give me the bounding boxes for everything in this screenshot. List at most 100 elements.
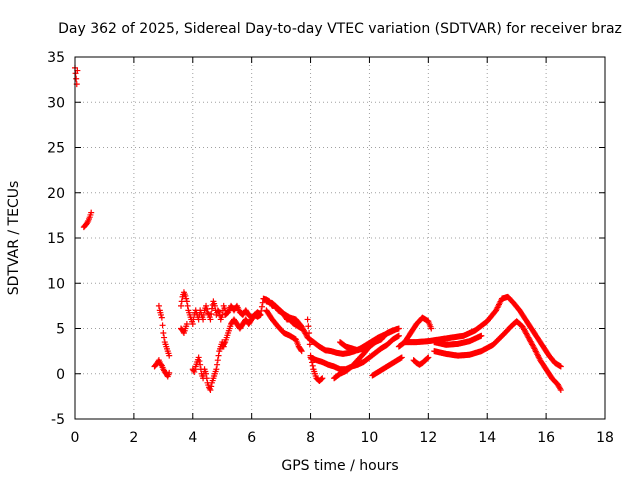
series-arc-m [337, 327, 396, 354]
data-point [208, 383, 215, 390]
data-point [425, 354, 432, 361]
y-tick-label: -5 [51, 412, 65, 428]
y-tick-label: 15 [47, 231, 65, 247]
data-point [184, 302, 191, 309]
data-point [213, 366, 220, 373]
data-points [72, 64, 564, 394]
data-point [182, 292, 189, 299]
data-point [557, 385, 564, 392]
data-point [256, 311, 263, 318]
data-point [309, 362, 316, 369]
data-point [183, 295, 190, 302]
y-tick-label: 35 [47, 50, 65, 66]
x-tick-label: 8 [306, 430, 315, 446]
data-point [161, 334, 168, 341]
x-tick-label: 2 [129, 430, 138, 446]
data-point [84, 219, 91, 226]
data-point [73, 75, 80, 82]
data-point [215, 352, 222, 359]
data-point [424, 355, 431, 362]
y-tick-label: 5 [56, 322, 65, 338]
data-point [191, 366, 198, 373]
y-tick-label: 25 [47, 141, 65, 157]
data-point [319, 375, 326, 382]
data-point [155, 302, 162, 309]
data-point [214, 361, 221, 368]
series-arc-p [410, 354, 432, 368]
data-point [207, 316, 214, 323]
data-point [214, 357, 221, 364]
data-point [259, 299, 266, 306]
x-tick-label: 10 [361, 430, 379, 446]
data-point [318, 375, 325, 382]
data-point [190, 316, 197, 323]
data-point [221, 340, 228, 347]
data-point [398, 354, 405, 361]
data-point [88, 209, 95, 216]
data-point [211, 302, 218, 309]
data-point [158, 314, 165, 321]
data-point [178, 302, 184, 309]
y-axis-label: SDTVAR / TECUs [6, 181, 22, 296]
data-point [203, 375, 210, 382]
data-point [258, 303, 265, 310]
series-arc-i [263, 307, 305, 355]
series-arc-d [178, 320, 190, 337]
series-arc-a [151, 357, 173, 380]
data-point [207, 387, 214, 394]
data-point [166, 369, 173, 376]
data-point [191, 368, 198, 375]
series-arc-r [431, 318, 564, 394]
data-point [306, 330, 313, 337]
data-point [166, 352, 173, 359]
axis-ticks [74, 56, 606, 420]
data-point [189, 320, 196, 327]
series-arc-c [178, 289, 229, 327]
data-point [297, 346, 304, 353]
data-point [390, 327, 396, 334]
data-point [216, 309, 223, 316]
data-point [183, 320, 190, 327]
series-arc-n [369, 354, 405, 379]
chart-title: Day 362 of 2025, Sidereal Day-to-day VTE… [58, 21, 622, 37]
x-tick-label: 14 [478, 430, 496, 446]
data-point [203, 306, 210, 313]
data-point [257, 311, 264, 318]
data-point [258, 307, 265, 314]
data-point [160, 330, 167, 337]
data-point [478, 332, 485, 339]
data-point [305, 323, 312, 330]
data-point [395, 325, 402, 332]
series-arc-s [431, 332, 485, 348]
x-tick-label: 18 [596, 430, 614, 446]
series-arc-q [401, 293, 564, 370]
x-tick-label: 12 [419, 430, 437, 446]
data-point [298, 348, 305, 355]
y-tick-labels: -5 0 5 10 15 20 25 30 35 [47, 50, 65, 428]
y-tick-label: 30 [47, 95, 65, 111]
data-point [428, 325, 435, 332]
x-tick-label: 4 [188, 430, 197, 446]
y-tick-label: 10 [47, 276, 65, 292]
x-tick-label: 0 [71, 430, 80, 446]
data-point [304, 316, 311, 323]
y-tick-label: 0 [56, 367, 65, 383]
data-point [159, 322, 166, 329]
series-arc-b [155, 302, 173, 359]
data-point [208, 305, 215, 312]
data-point [200, 311, 207, 318]
data-point [203, 302, 210, 309]
x-tick-label: 6 [247, 430, 256, 446]
data-point [395, 332, 402, 339]
data-point [557, 363, 564, 370]
data-point [196, 358, 203, 365]
y-tick-label: 20 [47, 186, 65, 202]
data-point [178, 298, 185, 305]
x-tick-labels: 0 2 4 6 8 10 12 14 16 18 [71, 430, 614, 446]
data-point [195, 354, 202, 361]
series-early-mid [80, 209, 95, 231]
x-tick-label: 16 [537, 430, 555, 446]
data-point [183, 298, 190, 305]
